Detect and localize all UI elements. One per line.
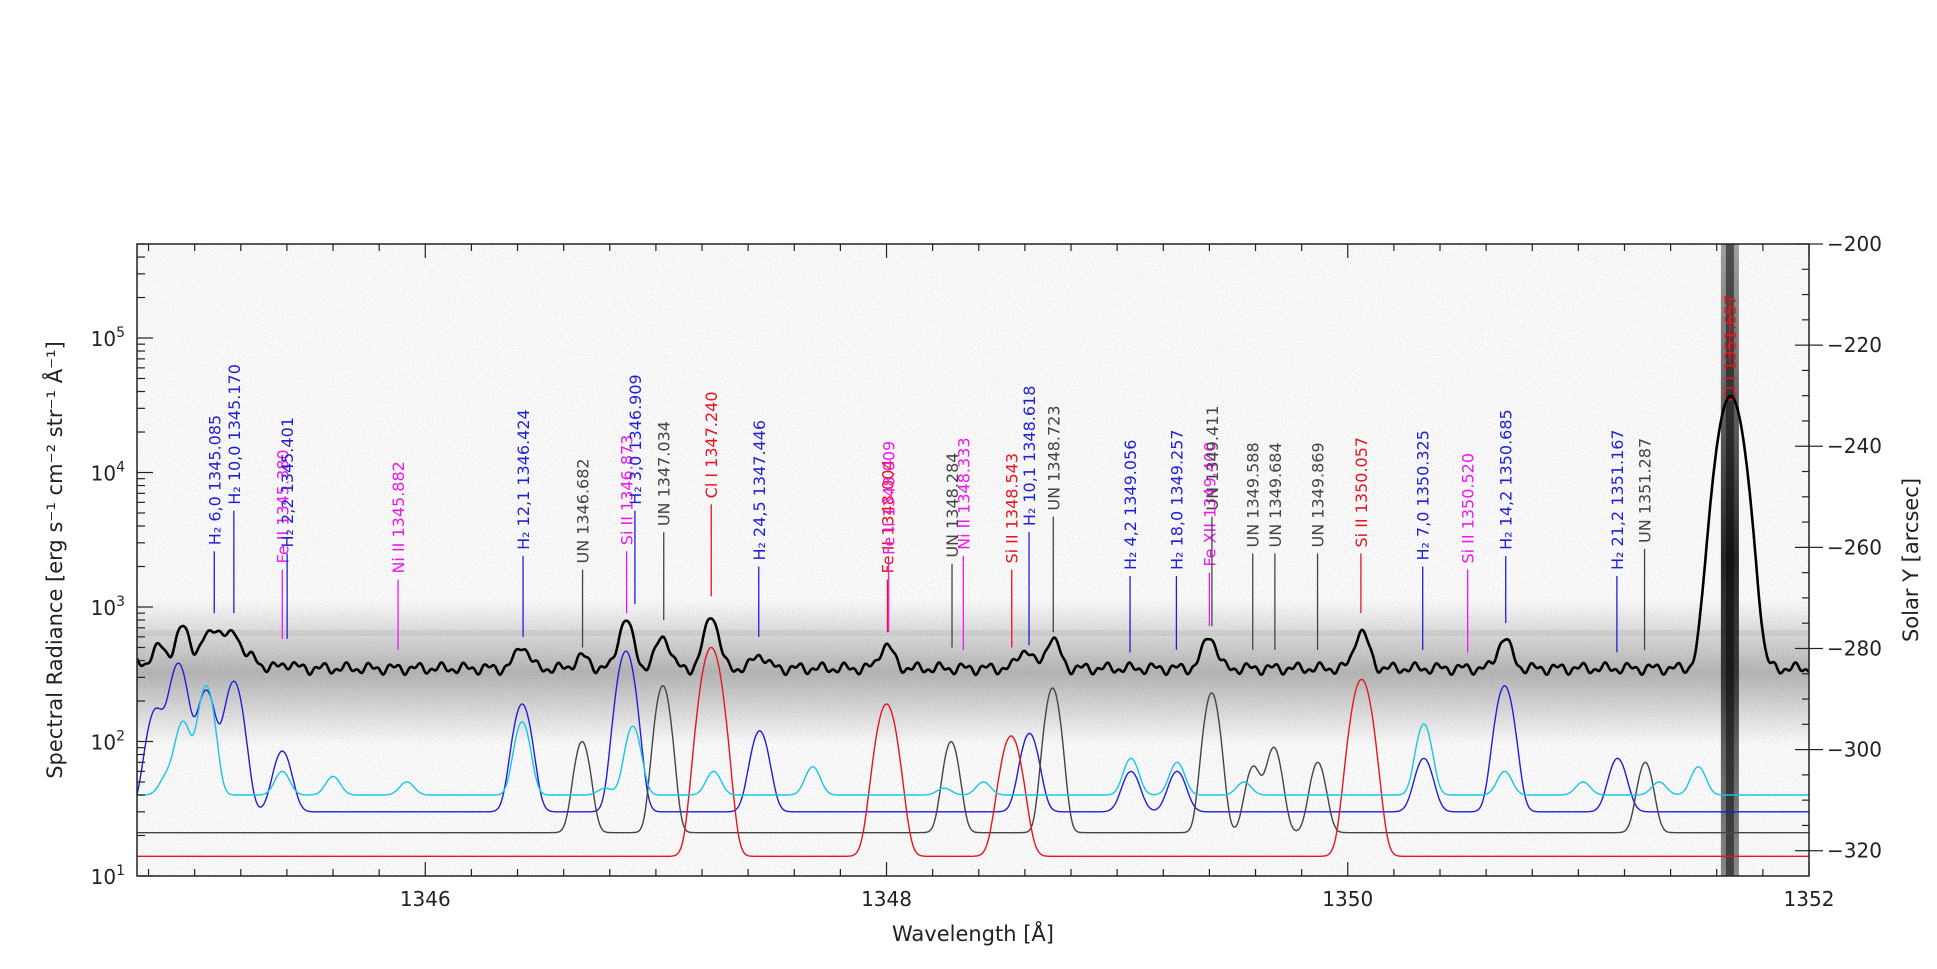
- line-id-label: Cl I 1347.240: [702, 391, 721, 498]
- y2-tick-label: −220: [1827, 333, 1882, 357]
- line-id-label: UN 1346.682: [574, 458, 593, 563]
- observed-spectrum-line: [137, 394, 1809, 677]
- line-id-label: H₂ 7,0 1350.325: [1414, 430, 1433, 560]
- model-series-line: [137, 684, 1809, 796]
- line-id-label: UN 1347.034: [655, 421, 674, 526]
- y2-tick-label: −280: [1827, 636, 1882, 660]
- model-series-line: [137, 684, 1809, 834]
- y-tick-label: 105: [91, 325, 125, 351]
- y-tick-label: 104: [91, 460, 125, 486]
- line-id-label: Fe II 1345.380: [273, 449, 292, 563]
- x-axis-title: Wavelength [Å]: [892, 920, 1054, 946]
- line-id-label: H₂ 6,0 1345.085: [205, 415, 224, 545]
- y-axis-title: Spectral Radiance [erg s⁻¹ cm⁻² str⁻¹ Å⁻…: [41, 341, 67, 779]
- line-id-label: H₂ 2,2 1345.401: [278, 417, 297, 547]
- line-id-label: Fe II 1348.004: [878, 459, 897, 573]
- line-id-label: Ni II 1345.882: [389, 461, 408, 573]
- y-tick-label: 103: [91, 594, 125, 620]
- line-id-label: H₂ 3,0 1346.909: [626, 374, 645, 504]
- line-id-label: UN 1349.588: [1244, 442, 1263, 547]
- line-id-label: UN 1348.284: [943, 453, 962, 558]
- spectrogram-emission-core: [1725, 244, 1734, 876]
- y2-tick-label: −260: [1827, 535, 1882, 559]
- model-series-line: [137, 650, 1809, 813]
- y2-tick-label: −300: [1827, 738, 1882, 762]
- line-id-label: H₂ 24,5 1347.446: [750, 420, 769, 561]
- y2-tick-label: −200: [1827, 232, 1882, 256]
- line-id-label: Fe II 1348.009: [880, 441, 899, 555]
- line-id-label: UN 1351.287: [1636, 438, 1655, 543]
- line-id-label: H₂ 14,2 1350.685: [1497, 409, 1516, 550]
- line-id-label: H₂ 10,1 1348.618: [1020, 386, 1039, 527]
- line-id-label: UN 1349.411: [1203, 405, 1222, 510]
- line-id-label: H₂ 4,2 1349.056: [1121, 440, 1140, 570]
- x-tick-label: 1346: [400, 887, 451, 911]
- y2-tick-label: −320: [1827, 839, 1882, 863]
- x-tick-label: 1350: [1322, 887, 1373, 911]
- line-id-label: H₂ 10,0 1345.170: [225, 364, 244, 505]
- line-id-label: Cl I 1351.657: [1721, 295, 1740, 402]
- y-tick-label: 101: [91, 863, 125, 889]
- x-tick-label: 1348: [861, 887, 912, 911]
- line-id-label: H₂ 12,1 1346.424: [514, 409, 533, 550]
- x-tick-label: 1352: [1784, 887, 1835, 911]
- y2-tick-label: −240: [1827, 434, 1882, 458]
- line-id-label: Si II 1346.873: [618, 435, 637, 546]
- model-series-line: [137, 646, 1809, 857]
- line-id-label: Si II 1348.543: [1003, 453, 1022, 564]
- line-id-label: UN 1348.723: [1044, 405, 1063, 510]
- line-id-label: Si II 1350.520: [1459, 453, 1478, 564]
- line-identifications: H₂ 6,0 1345.085 H₂ 10,0 1345.170 Fe II 134…: [205, 295, 1740, 653]
- line-id-label: UN 1349.869: [1309, 442, 1328, 547]
- plot-frame: [136, 243, 1810, 877]
- line-id-label: H₂ 18,0 1349.257: [1167, 429, 1186, 570]
- y2-axis-title: Solar Y [arcsec]: [1899, 478, 1923, 642]
- line-id-label: Si II 1350.057: [1352, 437, 1371, 548]
- y-tick-label: 102: [91, 729, 125, 755]
- axes: 1346 1348 1350 1352 101 102 103 104 105 −200 −220 −…: [91, 232, 1882, 911]
- model-series: [137, 646, 1809, 857]
- line-id-label: Fe XII 1349.400: [1200, 442, 1219, 567]
- line-id-label: UN 1349.684: [1266, 442, 1285, 547]
- line-id-label: H₂ 21,2 1351.167: [1608, 429, 1627, 570]
- observed-spectrum: [137, 394, 1809, 677]
- line-id-label: Ni II 1348.333: [954, 437, 973, 549]
- spectrogram-background: [137, 244, 1809, 876]
